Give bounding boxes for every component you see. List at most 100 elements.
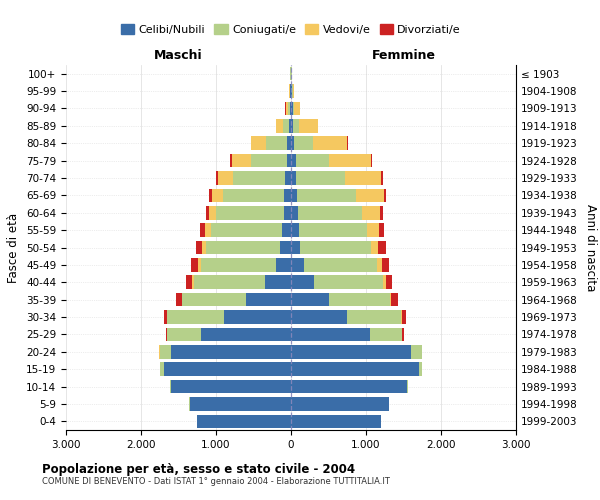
Bar bbox=[347, 310, 401, 324]
Bar bbox=[361, 206, 380, 220]
Bar bbox=[291, 397, 389, 410]
Bar bbox=[284, 188, 291, 202]
Bar bbox=[246, 293, 291, 306]
Text: Femmine: Femmine bbox=[371, 48, 436, 62]
Bar bbox=[291, 136, 294, 150]
Bar bbox=[297, 188, 355, 202]
Bar bbox=[383, 276, 386, 289]
Bar bbox=[371, 154, 372, 168]
Bar bbox=[182, 293, 246, 306]
Text: Maschi: Maschi bbox=[154, 48, 203, 62]
Bar bbox=[216, 206, 284, 220]
Bar bbox=[291, 188, 297, 202]
Bar bbox=[164, 310, 167, 324]
Bar bbox=[290, 84, 291, 98]
Bar bbox=[304, 258, 377, 272]
Bar bbox=[371, 240, 378, 254]
Bar bbox=[378, 240, 386, 254]
Bar bbox=[292, 84, 293, 98]
Bar bbox=[190, 397, 291, 410]
Bar bbox=[163, 362, 291, 376]
Bar bbox=[167, 328, 201, 341]
Bar bbox=[186, 276, 192, 289]
Bar bbox=[280, 240, 291, 254]
Bar bbox=[265, 276, 291, 289]
Bar bbox=[251, 136, 266, 150]
Bar bbox=[291, 345, 411, 358]
Bar bbox=[381, 171, 383, 185]
Bar bbox=[403, 328, 404, 341]
Bar bbox=[286, 102, 288, 115]
Y-axis label: Fasce di età: Fasce di età bbox=[7, 212, 20, 282]
Bar bbox=[276, 258, 291, 272]
Bar bbox=[276, 119, 283, 132]
Bar bbox=[291, 380, 407, 394]
Bar bbox=[367, 224, 379, 237]
Bar bbox=[300, 240, 371, 254]
Bar bbox=[299, 224, 367, 237]
Bar bbox=[293, 84, 294, 98]
Bar bbox=[419, 362, 421, 376]
Bar bbox=[205, 224, 211, 237]
Bar bbox=[200, 224, 205, 237]
Bar bbox=[291, 362, 419, 376]
Bar bbox=[379, 224, 384, 237]
Bar bbox=[313, 136, 347, 150]
Bar bbox=[215, 171, 218, 185]
Bar bbox=[355, 188, 384, 202]
Bar bbox=[291, 328, 370, 341]
Bar bbox=[294, 136, 313, 150]
Bar bbox=[401, 310, 402, 324]
Bar bbox=[291, 258, 304, 272]
Bar bbox=[232, 154, 251, 168]
Bar bbox=[201, 328, 291, 341]
Bar bbox=[191, 258, 198, 272]
Bar bbox=[293, 102, 294, 115]
Bar bbox=[288, 102, 290, 115]
Bar bbox=[160, 362, 163, 376]
Bar bbox=[282, 224, 291, 237]
Text: COMUNE DI BENEVENTO - Dati ISTAT 1° gennaio 2004 - Elaborazione TUTTITALIA.IT: COMUNE DI BENEVENTO - Dati ISTAT 1° genn… bbox=[42, 478, 390, 486]
Bar bbox=[299, 119, 318, 132]
Bar bbox=[171, 345, 291, 358]
Bar bbox=[296, 154, 329, 168]
Bar bbox=[329, 293, 390, 306]
Bar bbox=[391, 293, 398, 306]
Bar bbox=[291, 293, 329, 306]
Bar bbox=[411, 345, 421, 358]
Bar bbox=[296, 171, 345, 185]
Bar bbox=[293, 119, 299, 132]
Bar bbox=[291, 240, 300, 254]
Bar bbox=[283, 119, 289, 132]
Text: Popolazione per età, sesso e stato civile - 2004: Popolazione per età, sesso e stato civil… bbox=[42, 462, 355, 475]
Bar bbox=[211, 224, 282, 237]
Bar bbox=[291, 276, 314, 289]
Bar bbox=[291, 310, 347, 324]
Bar bbox=[384, 188, 386, 202]
Bar bbox=[291, 414, 381, 428]
Bar bbox=[380, 206, 383, 220]
Bar bbox=[390, 293, 391, 306]
Bar bbox=[298, 206, 361, 220]
Bar bbox=[197, 414, 291, 428]
Bar bbox=[291, 206, 298, 220]
Bar bbox=[294, 102, 300, 115]
Bar bbox=[287, 154, 291, 168]
Bar bbox=[291, 154, 296, 168]
Bar bbox=[171, 380, 291, 394]
Bar bbox=[198, 258, 201, 272]
Bar bbox=[291, 84, 292, 98]
Bar bbox=[284, 206, 291, 220]
Bar bbox=[345, 171, 381, 185]
Bar bbox=[290, 102, 291, 115]
Bar bbox=[206, 206, 209, 220]
Bar bbox=[407, 380, 408, 394]
Bar bbox=[209, 188, 212, 202]
Bar bbox=[218, 171, 233, 185]
Bar bbox=[287, 136, 291, 150]
Bar bbox=[291, 119, 293, 132]
Bar bbox=[285, 171, 291, 185]
Bar bbox=[223, 310, 291, 324]
Bar bbox=[167, 310, 223, 324]
Bar bbox=[386, 276, 392, 289]
